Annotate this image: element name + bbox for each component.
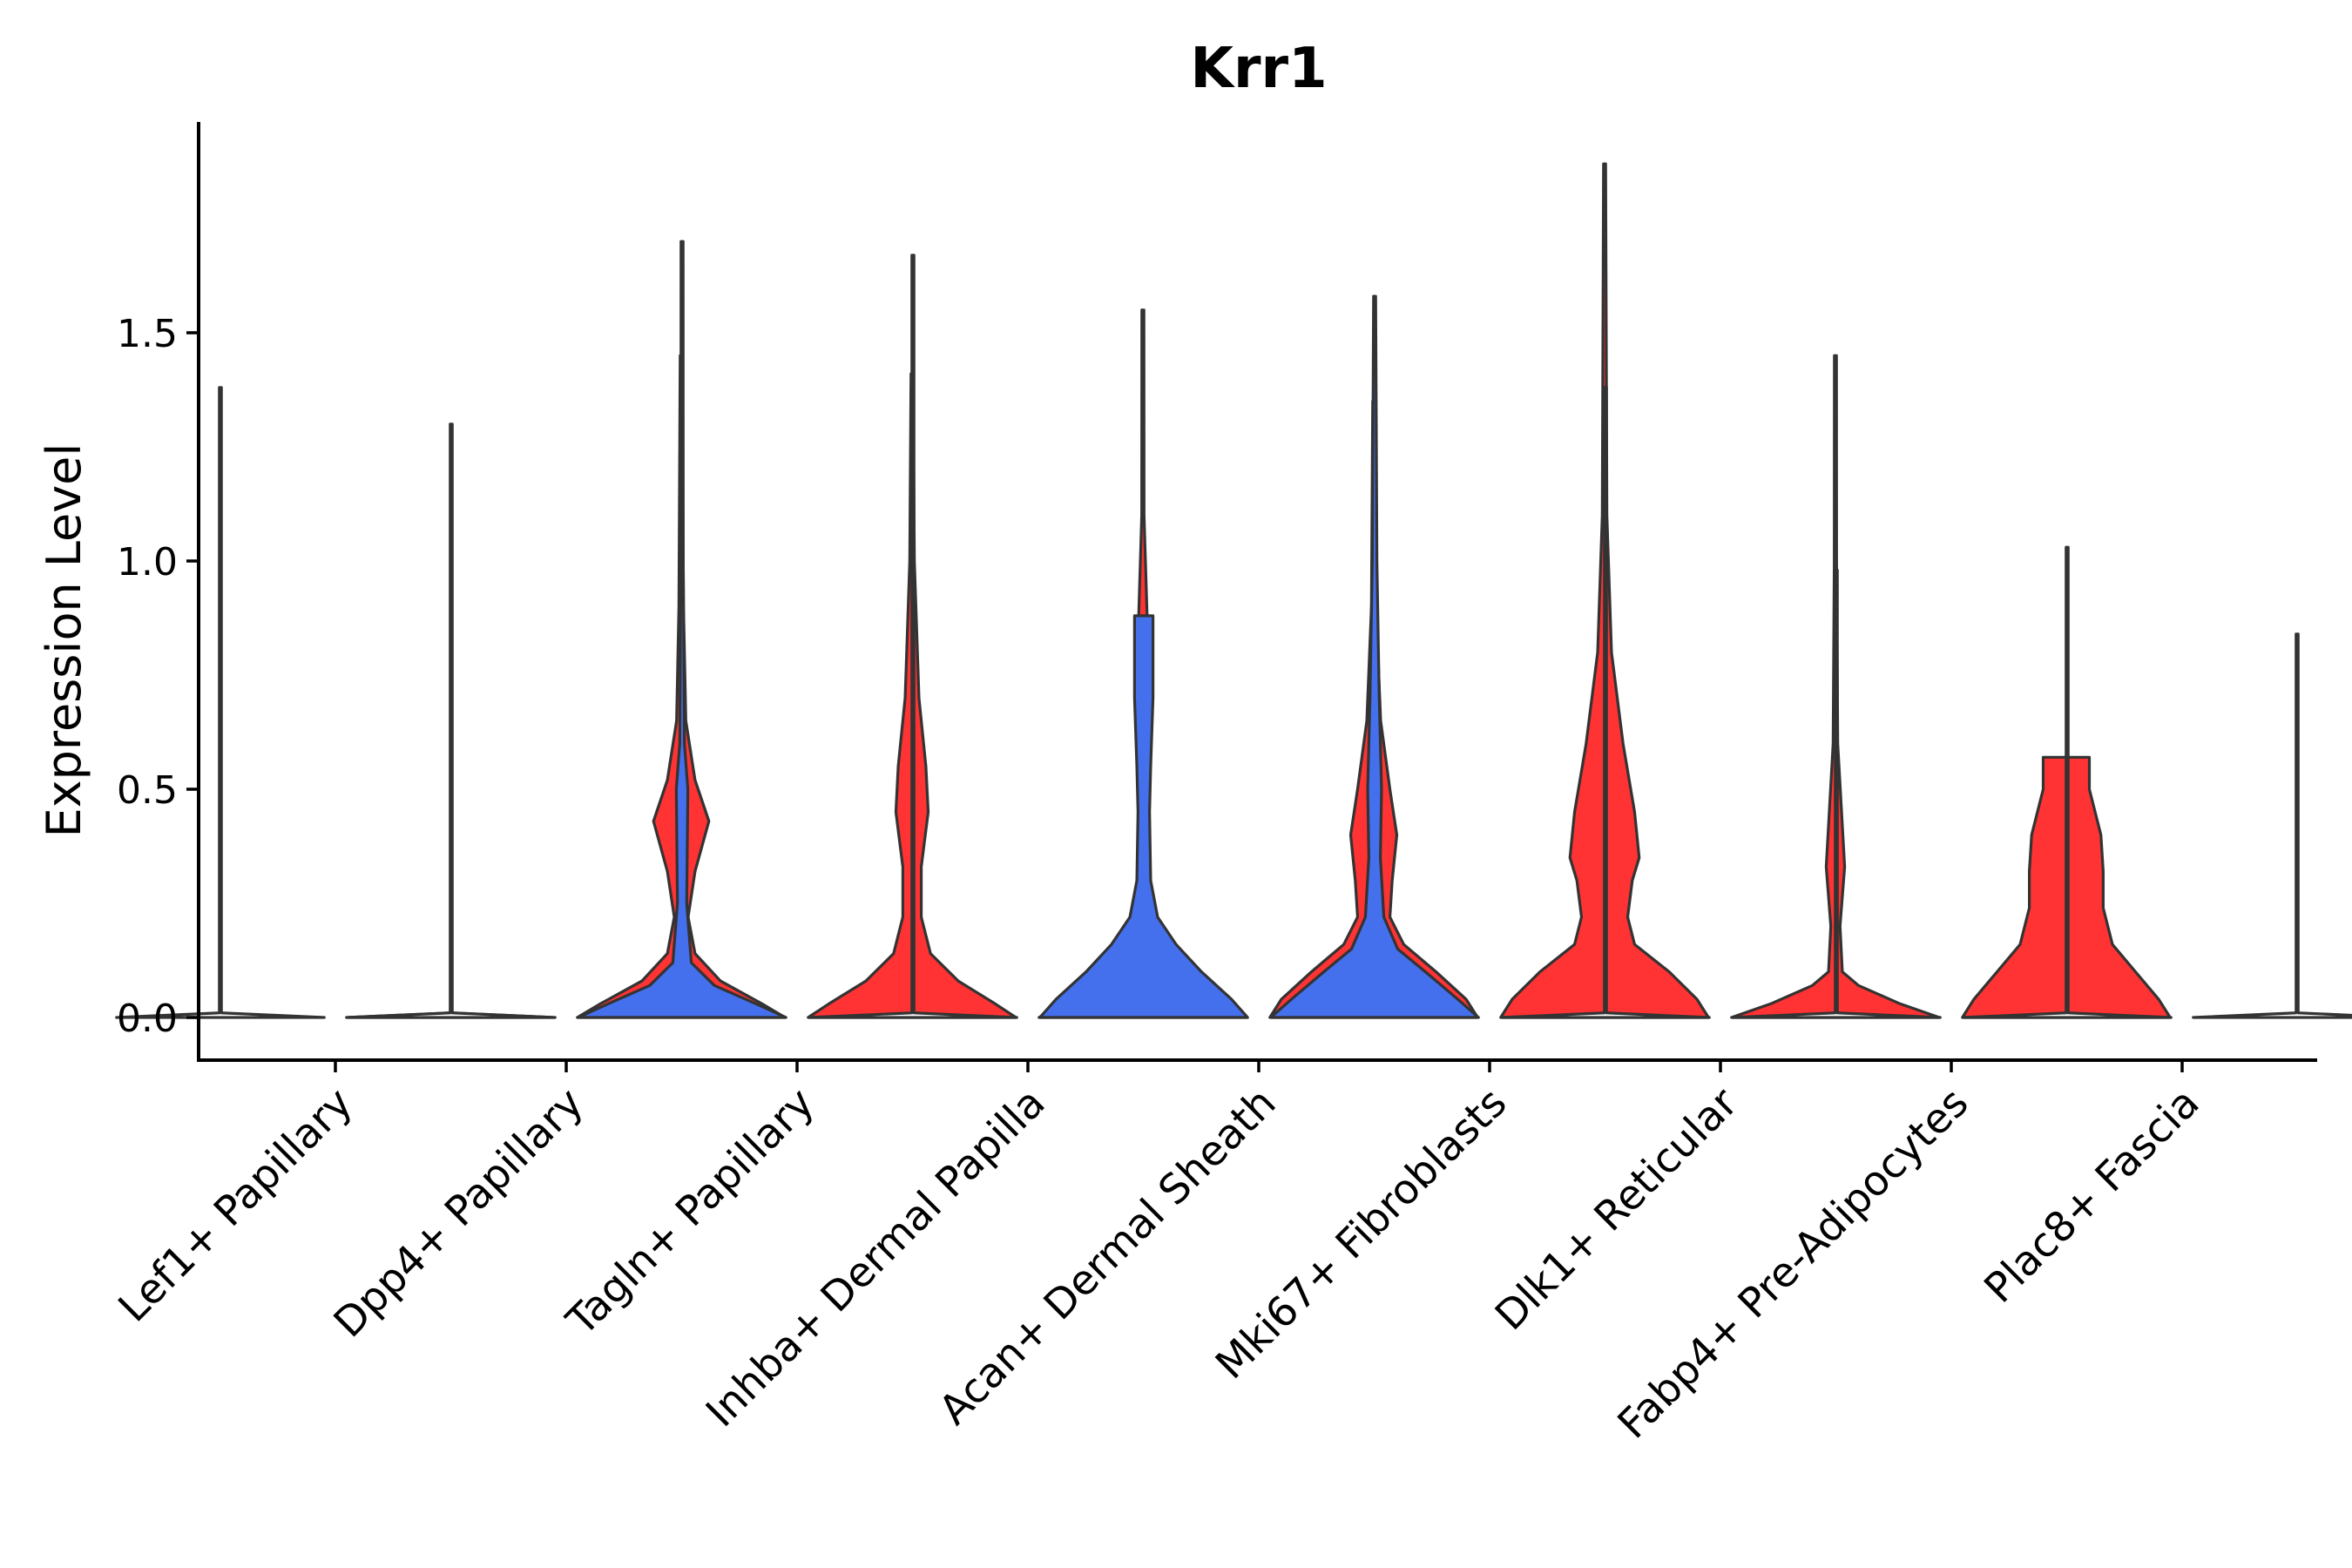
violin-left-7: [1731, 568, 1942, 1019]
y-tick-label: 1.5: [117, 312, 178, 356]
violin-left-5: [1269, 294, 1480, 1019]
violin-left-2: [577, 240, 787, 1019]
y-axis-label: Expression Level: [37, 443, 91, 838]
violin-left-4: [1038, 614, 1249, 1019]
violin-left-6: [1500, 386, 1711, 1019]
violin-right-8: [2192, 632, 2352, 1019]
y-tick-label: 0.0: [117, 997, 178, 1041]
y-axis-ticks: 0.0 0.5 1.0 1.5: [117, 312, 199, 1041]
violin-left-1: [346, 422, 557, 1019]
violin-left-8: [1962, 545, 2173, 1019]
chart-title: Krr1: [1190, 37, 1327, 101]
violin-left-0: [115, 386, 326, 1019]
violin-left-3: [808, 253, 1018, 1019]
violin-group: [115, 162, 2352, 1019]
y-tick-label: 1.0: [117, 540, 178, 585]
y-tick-label: 0.5: [117, 768, 178, 813]
